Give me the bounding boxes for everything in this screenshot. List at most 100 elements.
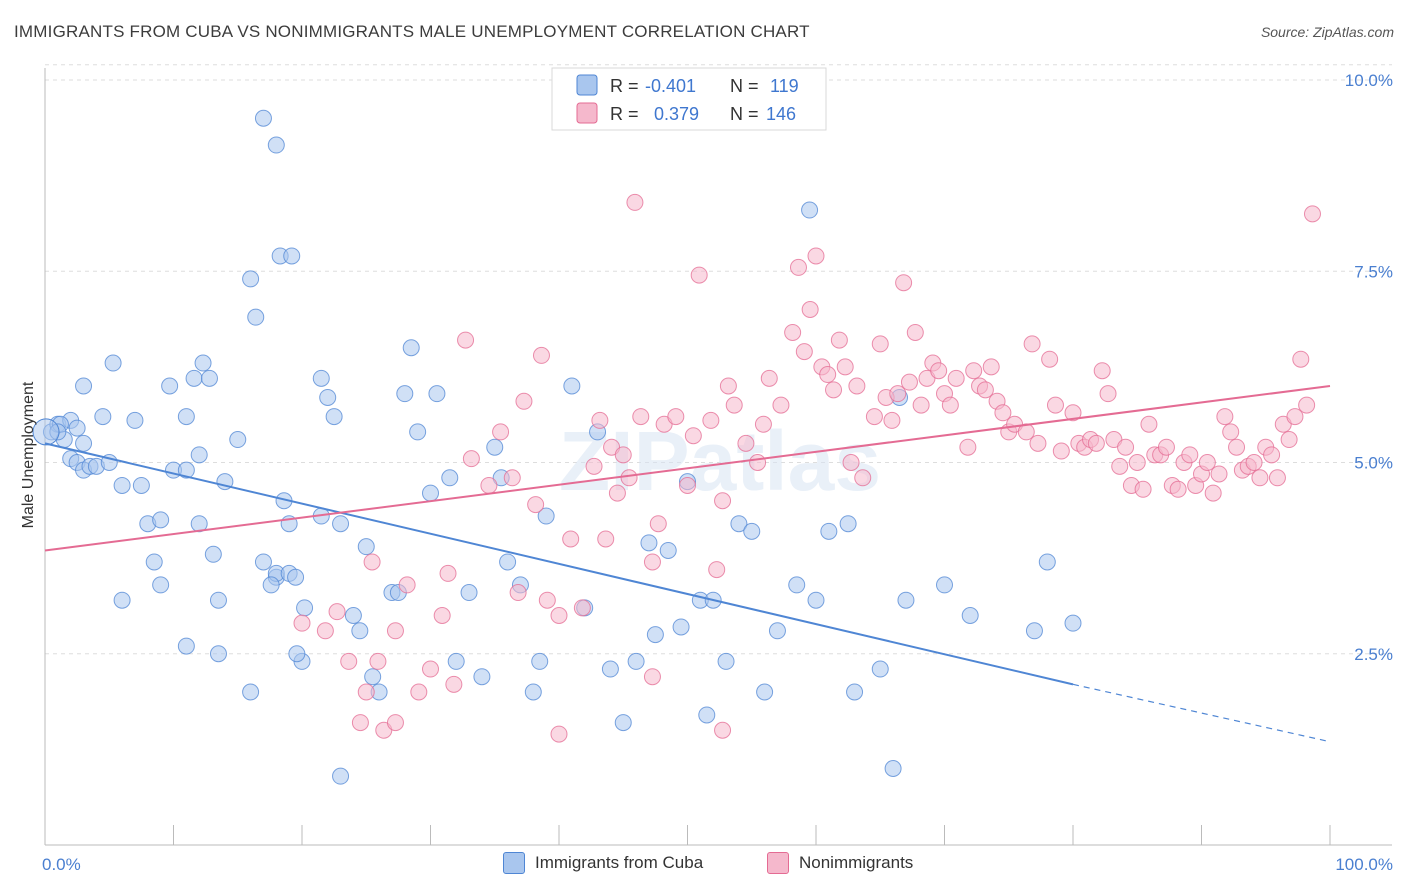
- data-point-cuba: [247, 308, 265, 326]
- data-point-cuba: [254, 109, 272, 127]
- data-point-nonimmigrants: [1251, 469, 1269, 487]
- data-point-nonimmigrants: [643, 668, 661, 686]
- x-tick-labels: 0.0% 100.0%: [42, 855, 1393, 874]
- data-point-nonimmigrants: [509, 584, 527, 602]
- data-point-nonimmigrants: [754, 415, 772, 433]
- legend-n-value-blue: 119: [770, 76, 799, 96]
- data-point-nonimmigrants: [836, 358, 854, 376]
- data-point-nonimmigrants: [620, 469, 638, 487]
- data-point-cuba: [640, 534, 658, 552]
- data-point-cuba: [788, 576, 806, 594]
- data-point-nonimmigrants: [947, 369, 965, 387]
- data-point-nonimmigrants: [959, 438, 977, 456]
- data-point-nonimmigrants: [445, 675, 463, 693]
- data-point-nonimmigrants: [1023, 335, 1041, 353]
- data-point-nonimmigrants: [749, 454, 767, 471]
- data-point-nonimmigrants: [515, 392, 533, 410]
- legend-item-cuba: Immigrants from Cuba: [503, 852, 703, 874]
- data-point-nonimmigrants: [573, 599, 591, 617]
- data-point-nonimmigrants: [684, 427, 702, 445]
- data-point-cuba: [820, 522, 838, 540]
- data-point-cuba: [402, 339, 420, 357]
- data-point-cuba: [32, 418, 60, 446]
- legend-r-label-blue: R =: [610, 76, 639, 96]
- data-point-nonimmigrants: [1222, 423, 1240, 441]
- data-point-nonimmigrants: [1140, 415, 1158, 433]
- data-point-nonimmigrants: [900, 373, 918, 391]
- data-point-cuba: [743, 522, 761, 540]
- data-point-nonimmigrants: [1064, 404, 1082, 422]
- data-point-nonimmigrants: [492, 423, 510, 441]
- data-point-nonimmigrants: [1181, 446, 1199, 464]
- data-point-cuba: [531, 652, 549, 670]
- data-point-nonimmigrants: [714, 721, 732, 739]
- data-point-nonimmigrants: [457, 331, 475, 349]
- x-tick-label: 100.0%: [1335, 855, 1393, 874]
- data-point-nonimmigrants: [871, 335, 889, 353]
- data-point-cuba: [152, 511, 170, 529]
- data-point-cuba: [185, 369, 203, 387]
- data-point-nonimmigrants: [895, 274, 913, 292]
- data-point-cuba: [113, 476, 131, 494]
- data-point-nonimmigrants: [994, 404, 1012, 422]
- data-point-nonimmigrants: [1298, 396, 1316, 414]
- data-point-nonimmigrants: [1046, 396, 1064, 414]
- data-point-nonimmigrants: [562, 530, 580, 548]
- data-point-cuba: [200, 369, 218, 387]
- data-point-cuba: [209, 645, 227, 663]
- data-point-nonimmigrants: [719, 377, 737, 395]
- chart-title: IMMIGRANTS FROM CUBA VS NONIMMIGRANTS MA…: [14, 22, 810, 41]
- data-point-nonimmigrants: [679, 476, 696, 494]
- data-point-nonimmigrants: [433, 607, 451, 624]
- data-point-nonimmigrants: [854, 469, 872, 487]
- data-point-nonimmigrants: [386, 622, 404, 640]
- data-point-nonimmigrants: [614, 446, 632, 464]
- data-point-nonimmigrants: [1157, 438, 1175, 456]
- data-point-cuba: [884, 760, 902, 777]
- data-point-cuba: [756, 683, 774, 701]
- data-point-nonimmigrants: [439, 564, 457, 582]
- data-point-cuba: [242, 270, 260, 288]
- data-point-cuba: [267, 136, 285, 154]
- data-point-nonimmigrants: [328, 603, 346, 621]
- trend-line-nonimmigrants: [44, 385, 1331, 552]
- data-point-nonimmigrants: [591, 411, 609, 429]
- data-point-nonimmigrants: [1169, 480, 1187, 498]
- legend-n-value-pink: 146: [766, 104, 796, 124]
- trend-line-cuba-extrapolated: [1072, 683, 1331, 743]
- data-point-nonimmigrants: [369, 652, 387, 670]
- data-point-cuba: [601, 660, 619, 678]
- data-point-nonimmigrants: [1263, 446, 1281, 464]
- data-point-cuba: [161, 377, 179, 395]
- data-point-nonimmigrants: [597, 530, 615, 548]
- data-point-nonimmigrants: [585, 457, 603, 475]
- data-point-nonimmigrants: [906, 323, 924, 341]
- data-point-cuba: [312, 369, 330, 387]
- data-point-nonimmigrants: [503, 469, 521, 487]
- data-point-cuba: [152, 576, 170, 594]
- data-point-nonimmigrants: [293, 614, 311, 632]
- data-point-cuba: [672, 618, 690, 636]
- data-point-nonimmigrants: [316, 622, 334, 640]
- data-point-nonimmigrants: [550, 725, 568, 743]
- y-tick-label: 10.0%: [1345, 71, 1393, 90]
- data-point-cuba: [351, 622, 369, 640]
- data-point-cuba: [177, 637, 195, 655]
- data-point-cuba: [332, 767, 350, 785]
- data-point-nonimmigrants: [1041, 350, 1059, 368]
- legend-r-label-pink: R =: [610, 104, 639, 124]
- data-point-cuba: [801, 201, 819, 219]
- data-point-cuba: [75, 434, 93, 452]
- data-point-nonimmigrants: [848, 377, 866, 395]
- data-point-nonimmigrants: [772, 396, 790, 414]
- data-point-nonimmigrants: [825, 381, 843, 399]
- legend-n-label-pink: N =: [730, 104, 759, 124]
- data-point-cuba: [473, 668, 491, 686]
- data-point-nonimmigrants: [363, 553, 381, 571]
- y-tick-label: 5.0%: [1354, 454, 1393, 473]
- data-point-cuba: [1064, 614, 1082, 632]
- axes: [44, 68, 1392, 846]
- data-point-cuba: [422, 484, 439, 502]
- legend-item-nonimmigrants: Nonimmigrants: [767, 852, 913, 874]
